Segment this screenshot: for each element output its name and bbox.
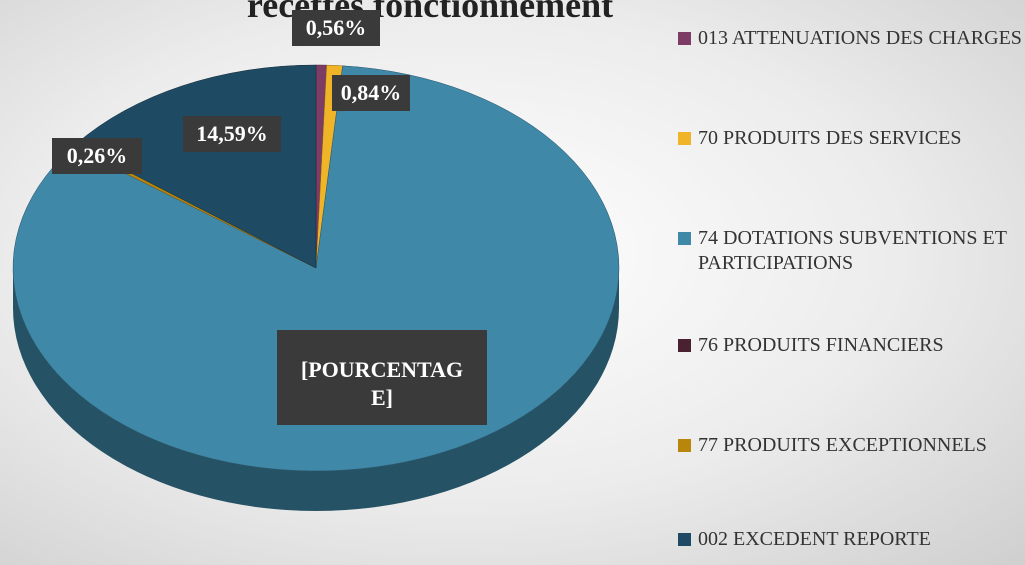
data-label: 14,59% <box>183 116 281 152</box>
data-label: 0,56% <box>292 10 380 46</box>
slice <box>75 64 317 269</box>
legend-label: 77 PRODUITS EXCEPTIONNELS <box>698 434 987 456</box>
legend-item: 74 DOTATIONS SUBVENTIONS ET PARTICIPATIO… <box>678 226 1023 276</box>
slice-side <box>13 268 619 511</box>
data-label: [POURCENTAGE] <box>277 330 487 425</box>
legend-item: 70 PRODUITS DES SERVICES <box>678 126 1023 151</box>
legend-swatch <box>678 439 691 452</box>
chart-title: recettes fonctionnement <box>246 0 614 25</box>
legend-item: 013 ATTENUATIONS DES CHARGES <box>678 26 1023 51</box>
legend-label: 70 PRODUITS DES SERVICES <box>698 127 962 149</box>
legend-swatch <box>678 232 691 245</box>
data-label: 0,26% <box>52 138 142 174</box>
data-label: 0,84% <box>332 75 410 111</box>
legend-swatch <box>678 32 691 45</box>
legend-item: 76 PRODUITS FINANCIERS <box>678 333 1023 358</box>
legend-label: 013 ATTENUATIONS DES CHARGES <box>698 27 1022 49</box>
legend-label: 002 EXCEDENT REPORTE <box>698 528 931 550</box>
legend-item: 77 PRODUITS EXCEPTIONNELS <box>678 433 1023 458</box>
legend-label: 76 PRODUITS FINANCIERS <box>698 334 944 356</box>
legend-swatch <box>678 132 691 145</box>
legend-swatch <box>678 339 691 352</box>
legend-swatch <box>678 533 691 546</box>
legend-label: 74 DOTATIONS SUBVENTIONS ET PARTICIPATIO… <box>698 227 1007 274</box>
legend-item: 002 EXCEDENT REPORTE <box>678 527 1023 552</box>
